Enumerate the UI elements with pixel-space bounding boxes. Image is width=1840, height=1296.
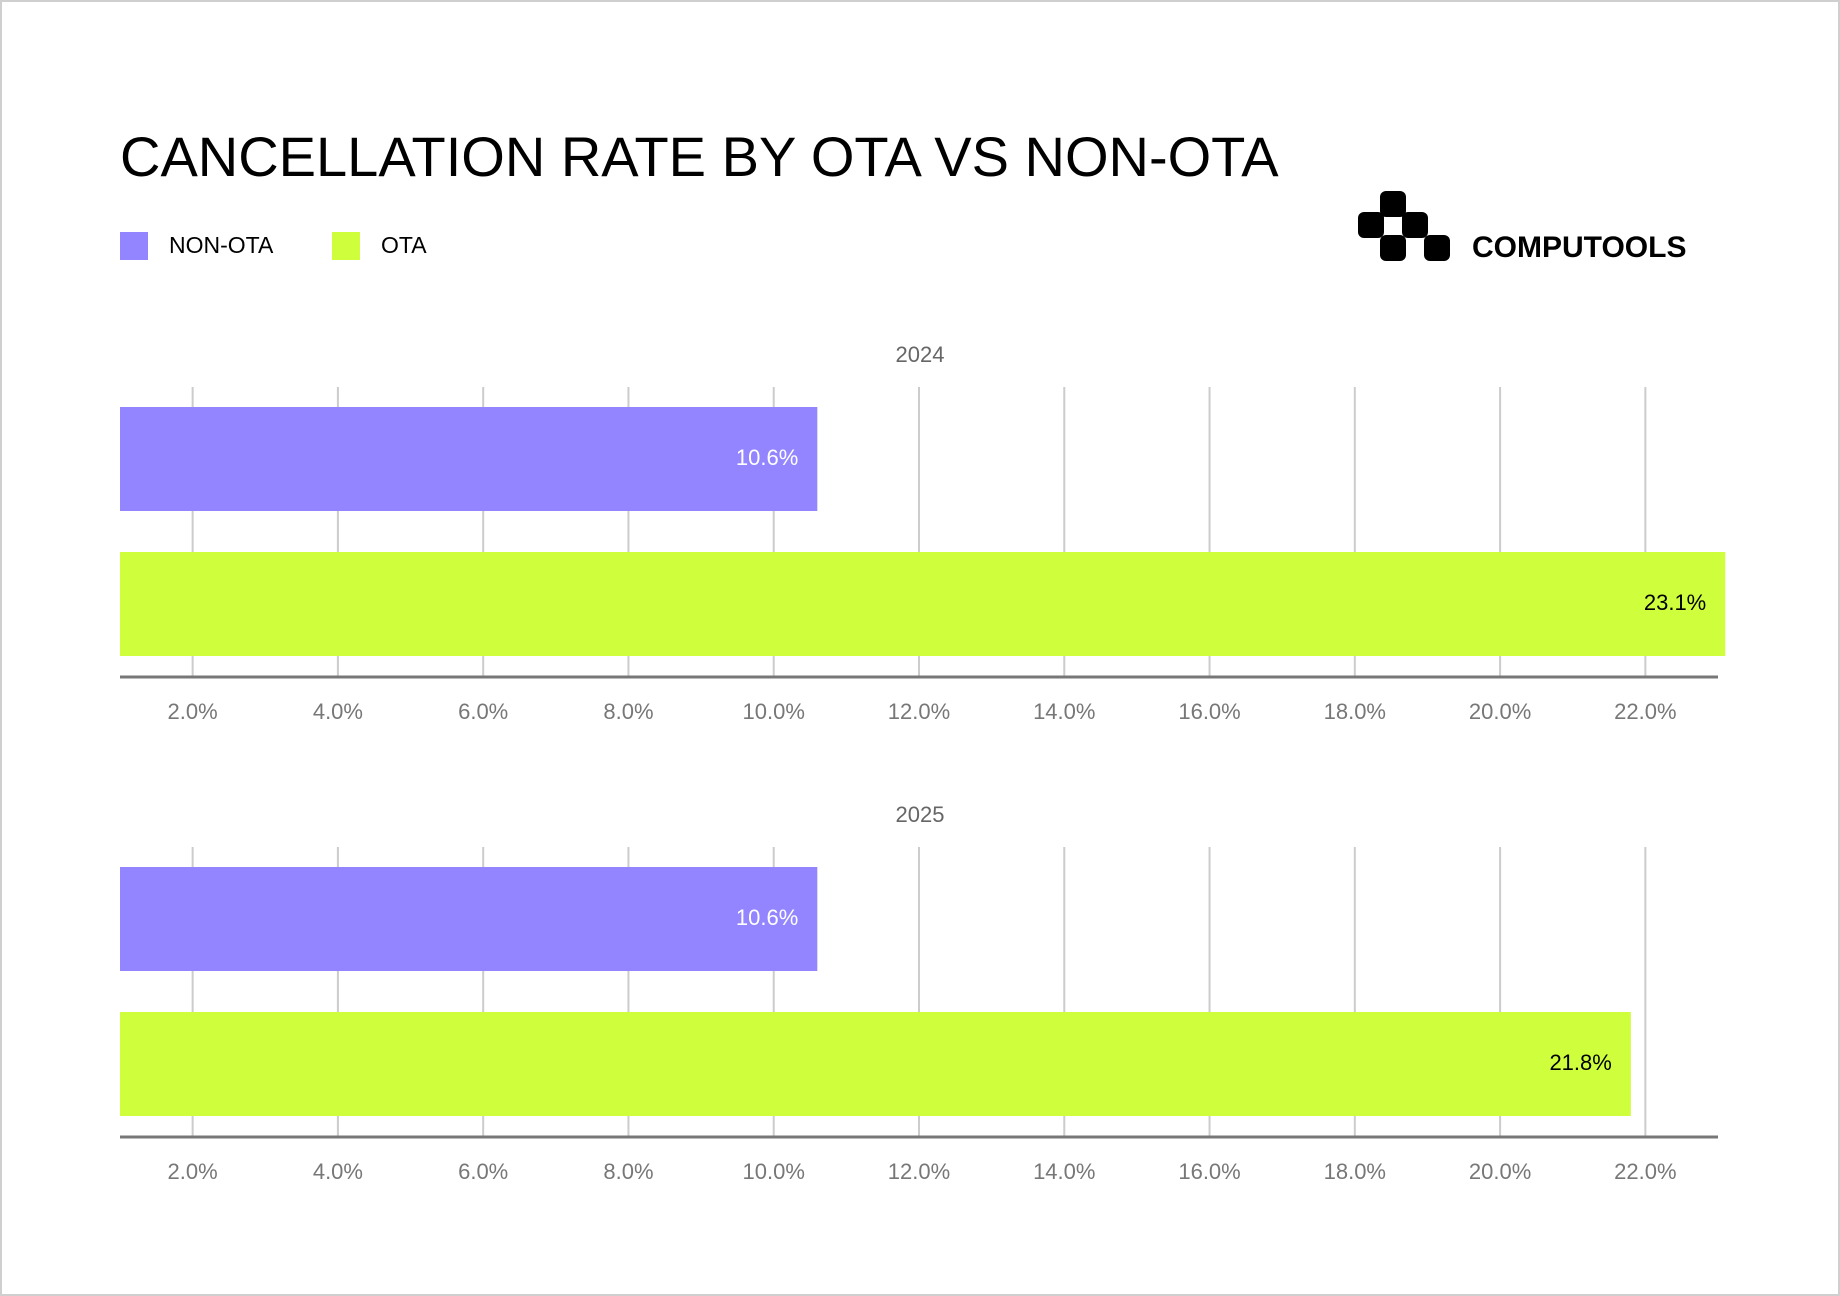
chart-title: CANCELLATION RATE BY OTA VS NON-OTA	[120, 125, 1279, 188]
x-tick-label: 16.0%	[1178, 1159, 1240, 1184]
value-label: 23.1%	[1644, 590, 1706, 615]
x-tick-label: 14.0%	[1033, 1159, 1095, 1184]
logo-icon	[1358, 191, 1450, 261]
x-tick-label: 22.0%	[1614, 1159, 1676, 1184]
bar	[120, 1012, 1631, 1116]
x-tick-label: 8.0%	[603, 1159, 653, 1184]
x-tick-label: 14.0%	[1033, 699, 1095, 724]
legend-swatch	[332, 232, 360, 260]
x-tick-label: 20.0%	[1469, 699, 1531, 724]
x-tick-label: 18.0%	[1324, 699, 1386, 724]
value-label: 10.6%	[736, 445, 798, 470]
x-tick-label: 18.0%	[1324, 1159, 1386, 1184]
x-tick-label: 8.0%	[603, 699, 653, 724]
x-tick-label: 22.0%	[1614, 699, 1676, 724]
x-tick-label: 12.0%	[888, 1159, 950, 1184]
x-tick-label: 10.0%	[743, 699, 805, 724]
bar	[120, 407, 818, 511]
x-tick-label: 2.0%	[168, 699, 218, 724]
x-tick-label: 16.0%	[1178, 699, 1240, 724]
x-tick-label: 20.0%	[1469, 1159, 1531, 1184]
x-tick-label: 6.0%	[458, 1159, 508, 1184]
x-tick-label: 6.0%	[458, 699, 508, 724]
bar	[120, 867, 818, 971]
legend-label: NON-OTA	[169, 232, 274, 258]
brand: COMPUTOOLS	[1472, 231, 1686, 264]
x-tick-label: 2.0%	[168, 1159, 218, 1184]
panel-title: 2024	[896, 342, 945, 367]
panel-title: 2025	[896, 802, 945, 827]
x-tick-label: 10.0%	[743, 1159, 805, 1184]
x-tick-label: 4.0%	[313, 1159, 363, 1184]
legend-swatch	[120, 232, 148, 260]
x-tick-label: 12.0%	[888, 699, 950, 724]
bar	[120, 552, 1726, 656]
x-tick-label: 4.0%	[313, 699, 363, 724]
value-label: 10.6%	[736, 905, 798, 930]
legend-label: OTA	[381, 232, 427, 258]
value-label: 21.8%	[1549, 1050, 1611, 1075]
